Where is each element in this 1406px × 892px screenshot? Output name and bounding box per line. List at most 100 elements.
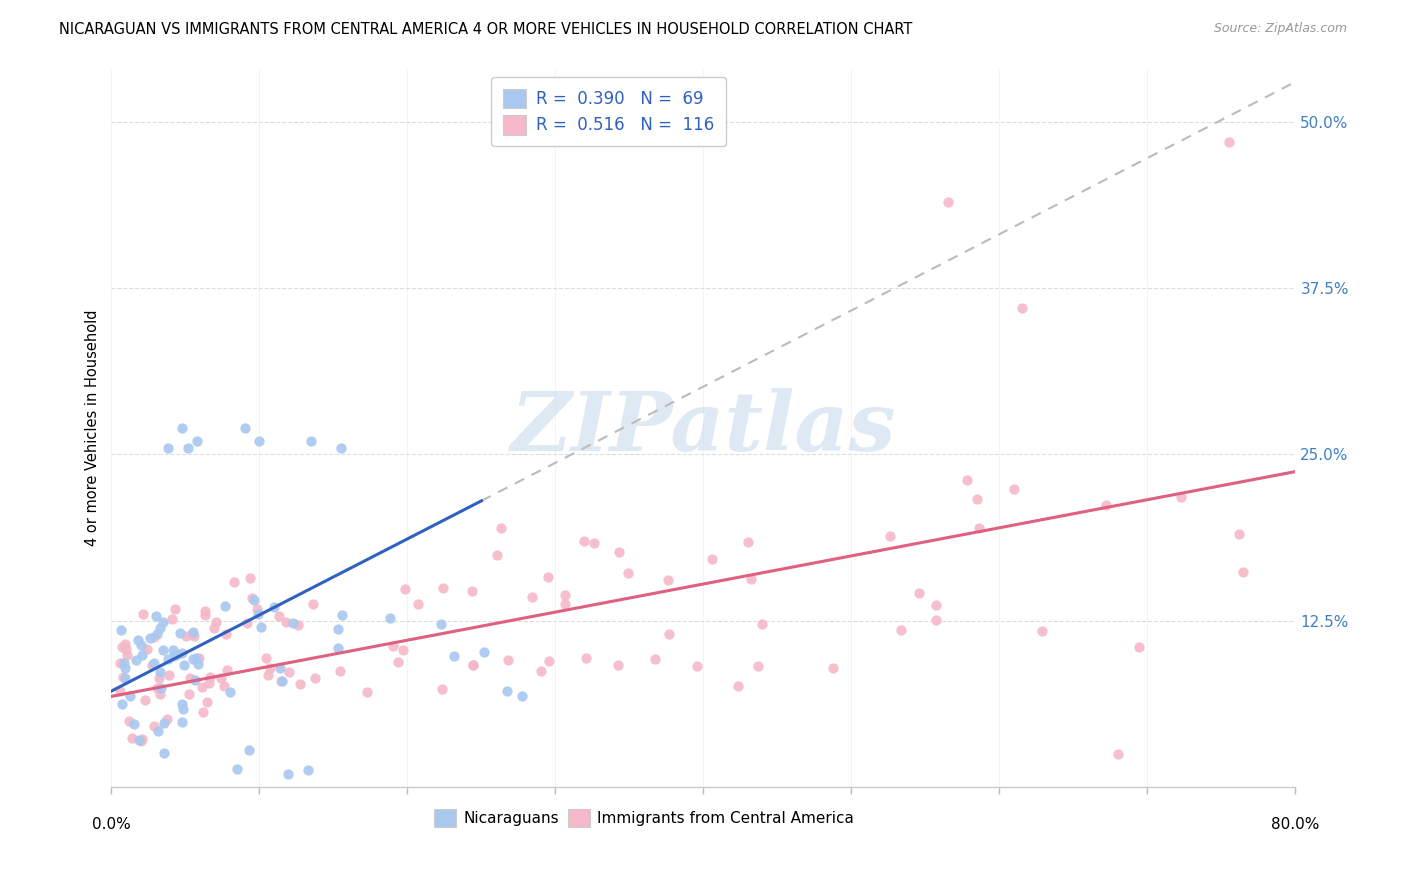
Point [136,642,159,657]
Point [1031,624,1053,638]
Point [125,652,148,666]
Point [259,661,281,675]
Point [430,616,453,631]
Point [304,671,326,685]
Point [1094,498,1116,512]
Point [173,657,195,672]
Point [387,655,409,669]
Point [537,569,560,583]
Point [249,434,271,448]
Point [1128,640,1150,655]
Point [134,693,156,707]
Point [461,583,484,598]
Point [328,622,350,636]
Point [520,590,543,604]
Point [226,763,249,777]
Point [218,685,240,699]
Point [485,548,508,562]
Point [356,685,378,699]
Point [152,615,174,629]
Point [118,714,141,728]
Point [186,651,208,665]
Point [657,574,679,588]
Point [240,591,263,605]
Point [214,599,236,613]
Point [145,608,167,623]
Point [194,604,217,618]
Point [1170,490,1192,504]
Point [472,645,495,659]
Point [607,545,630,559]
Point [382,640,405,654]
Point [114,637,136,651]
Point [966,491,988,506]
Point [908,586,931,600]
Point [212,679,235,693]
Point [183,673,205,688]
Point [246,607,269,622]
Point [510,689,533,703]
Point [727,679,749,693]
Point [186,434,208,448]
Point [141,658,163,673]
Point [288,676,311,690]
Point [118,690,141,704]
Point [124,716,146,731]
Point [246,602,269,616]
Point [172,697,194,711]
Point [740,572,762,586]
Point [162,642,184,657]
Point [408,597,430,611]
Point [146,681,169,695]
Point [121,731,143,745]
Point [443,649,465,664]
Point [489,521,512,535]
Point [215,663,238,677]
Point [198,675,221,690]
Point [432,682,454,697]
Point [131,731,153,746]
Point [236,615,259,630]
Point [239,571,262,585]
Point [195,695,218,709]
Point [172,420,194,434]
Point [537,654,560,668]
Point [180,627,202,641]
Point [176,629,198,643]
Point [111,640,134,655]
Point [143,630,166,644]
Point [287,618,309,632]
Point [187,657,209,671]
Point [148,671,170,685]
Point [166,647,188,661]
Point [276,615,298,630]
Point [572,534,595,549]
Point [1002,483,1025,497]
Point [924,599,946,613]
Point [967,521,990,535]
Point [149,621,172,635]
Text: Source: ZipAtlas.com: Source: ZipAtlas.com [1213,22,1347,36]
Point [149,687,172,701]
Point [177,687,200,701]
Point [330,607,353,622]
Point [128,733,150,747]
Point [179,671,201,685]
Point [281,615,304,630]
Point [188,650,211,665]
Point [108,656,131,670]
Point [238,742,260,756]
Point [115,641,138,656]
Point [129,734,152,748]
Point [157,667,180,681]
Point [146,627,169,641]
Point [172,646,194,660]
Point [233,420,256,434]
Point [1232,565,1254,579]
Point [277,767,299,781]
Point [114,661,136,675]
Point [181,652,204,666]
Point [150,681,173,695]
Point [271,674,294,689]
Point [112,657,135,671]
